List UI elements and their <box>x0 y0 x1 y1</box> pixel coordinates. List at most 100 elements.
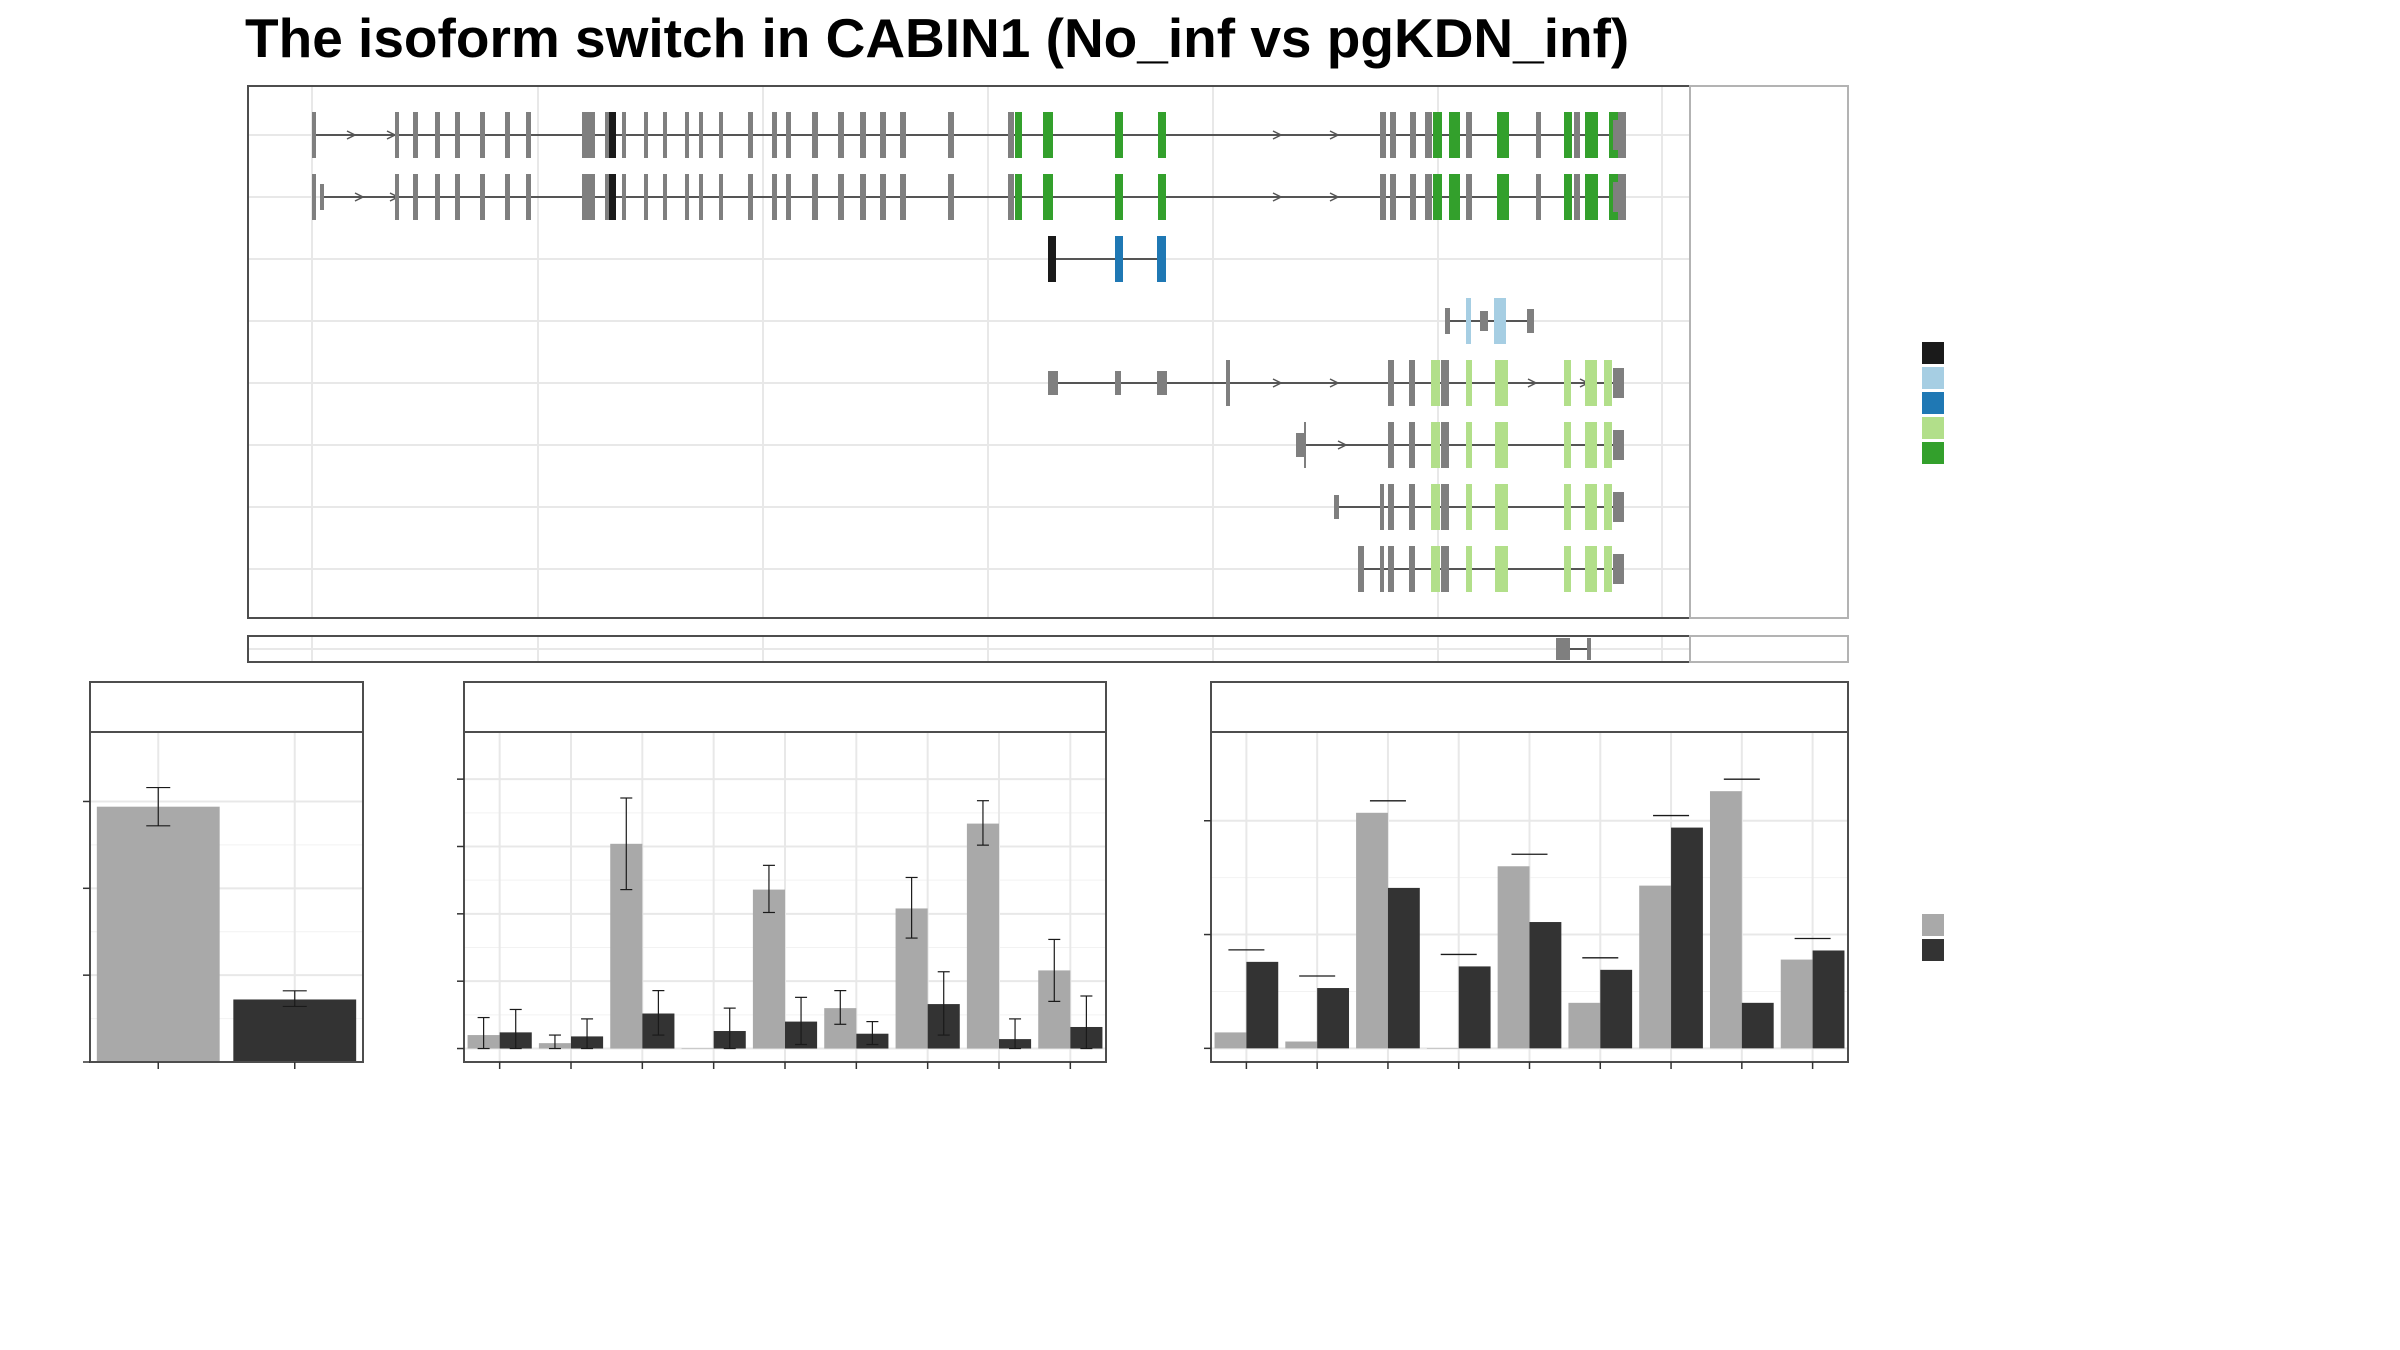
exon <box>1409 360 1415 406</box>
exon <box>1466 546 1472 592</box>
exon <box>1466 174 1472 220</box>
exon <box>1449 112 1460 158</box>
exon <box>685 174 689 220</box>
exon <box>1556 638 1570 660</box>
bar <box>1317 988 1350 1049</box>
exon <box>1390 112 1396 158</box>
condition-legend-key <box>1922 914 1944 936</box>
exon <box>1604 422 1612 468</box>
exon <box>1613 554 1624 584</box>
exon <box>505 174 510 220</box>
bar <box>1458 966 1491 1049</box>
exon <box>719 112 723 158</box>
exon <box>1296 433 1304 457</box>
exon <box>1495 484 1508 530</box>
exon <box>1431 422 1440 468</box>
strand-arrow <box>354 192 365 202</box>
bar <box>1780 959 1813 1049</box>
exon <box>1008 174 1014 220</box>
exon <box>455 174 460 220</box>
exon <box>812 112 818 158</box>
exon <box>435 174 440 220</box>
chart-strip <box>89 681 364 733</box>
strand-arrow <box>1329 192 1340 202</box>
exon <box>1441 546 1449 592</box>
noncoding-strip <box>1689 635 1849 663</box>
bar <box>233 999 357 1062</box>
strand-arrow <box>346 130 357 140</box>
exon <box>1480 311 1488 331</box>
exon <box>395 112 399 158</box>
exon <box>1585 112 1598 158</box>
exon <box>699 174 703 220</box>
exon <box>1445 308 1450 334</box>
exon <box>1380 112 1386 158</box>
exon <box>1497 112 1509 158</box>
domain-legend-key <box>1922 442 1944 464</box>
exon <box>1527 309 1534 333</box>
exon <box>1536 174 1541 220</box>
exon <box>1388 484 1394 530</box>
exon <box>1388 360 1394 406</box>
exon <box>663 112 667 158</box>
exon <box>1410 174 1416 220</box>
exon <box>1495 360 1508 406</box>
exon <box>1564 112 1572 158</box>
exon <box>719 174 723 220</box>
exon <box>1604 484 1612 530</box>
exon <box>1115 236 1123 282</box>
exon <box>1466 298 1471 344</box>
bar <box>681 1048 714 1050</box>
exon <box>1466 422 1472 468</box>
bar <box>1812 950 1845 1049</box>
exon <box>860 112 866 158</box>
exon <box>312 174 316 220</box>
exon <box>1158 174 1166 220</box>
exon <box>1564 174 1572 220</box>
exon <box>1388 546 1394 592</box>
exon <box>1587 638 1591 660</box>
exon <box>480 112 485 158</box>
plot-border <box>89 731 364 1063</box>
exon <box>1409 546 1415 592</box>
coding-panel-bg <box>248 86 1690 618</box>
exon <box>1574 174 1580 220</box>
exon <box>1304 422 1306 468</box>
strand-arrow <box>1527 378 1538 388</box>
exon <box>1433 112 1442 158</box>
exon <box>1441 360 1449 406</box>
exon <box>582 174 595 220</box>
bar <box>1709 791 1742 1049</box>
strand-arrow <box>1329 378 1340 388</box>
exon <box>1425 112 1432 158</box>
exon <box>1431 484 1440 530</box>
exon <box>1380 484 1384 530</box>
figure-title: The isoform switch in CABIN1 (No_inf vs … <box>245 7 1629 69</box>
exon <box>1015 112 1022 158</box>
exon <box>786 174 791 220</box>
exon <box>413 174 418 220</box>
exon <box>1409 484 1415 530</box>
exon <box>1388 422 1394 468</box>
exon <box>1410 112 1416 158</box>
strand-arrow <box>1272 378 1283 388</box>
exon <box>1585 360 1597 406</box>
bar <box>1387 887 1420 1049</box>
exon <box>812 174 818 220</box>
exon <box>1226 360 1230 406</box>
strand-arrow <box>1272 192 1283 202</box>
exon <box>1585 546 1597 592</box>
condition-legend-key <box>1922 939 1944 961</box>
exon <box>1494 298 1506 344</box>
bar <box>752 889 785 1049</box>
exon <box>1585 174 1598 220</box>
exon <box>880 112 886 158</box>
domain-legend-key <box>1922 367 1944 389</box>
exon <box>1115 112 1123 158</box>
exon <box>1043 174 1053 220</box>
exon <box>609 174 616 220</box>
exon <box>1390 174 1396 220</box>
exon <box>748 174 753 220</box>
exon <box>1048 236 1056 282</box>
exon <box>1115 371 1121 395</box>
